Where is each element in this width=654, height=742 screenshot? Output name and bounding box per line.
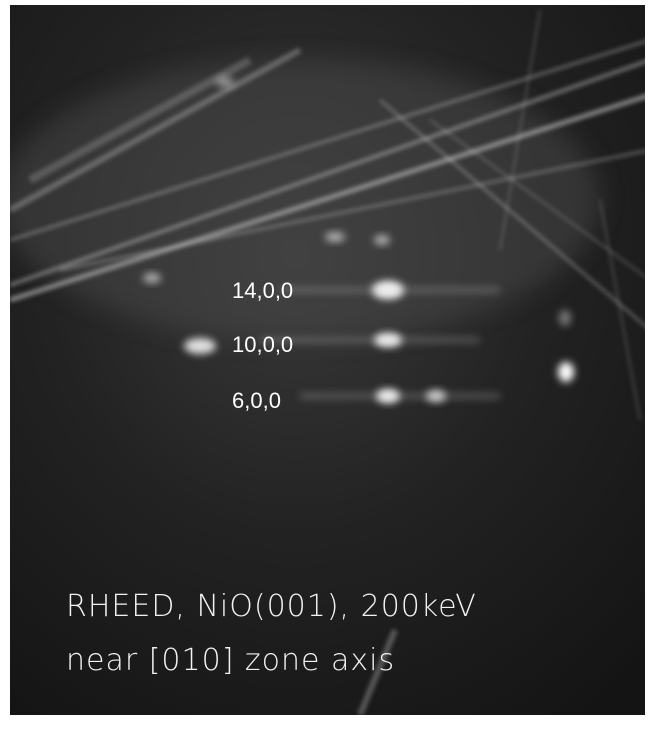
caption-line: near [010] zone axis [66,643,395,678]
spot-label: 10,0,0 [232,332,293,357]
spot-label: 6,0,0 [232,388,281,413]
glow [0,60,600,340]
rheed-image: 14,0,0 10,0,0 6,0,0 RHEED, NiO(001), 200… [0,0,654,742]
spot-label: 14,0,0 [232,278,293,303]
caption-line: RHEED, NiO(001), 200keV [66,589,477,624]
page: 14,0,0 10,0,0 6,0,0 RHEED, NiO(001), 200… [0,0,654,742]
